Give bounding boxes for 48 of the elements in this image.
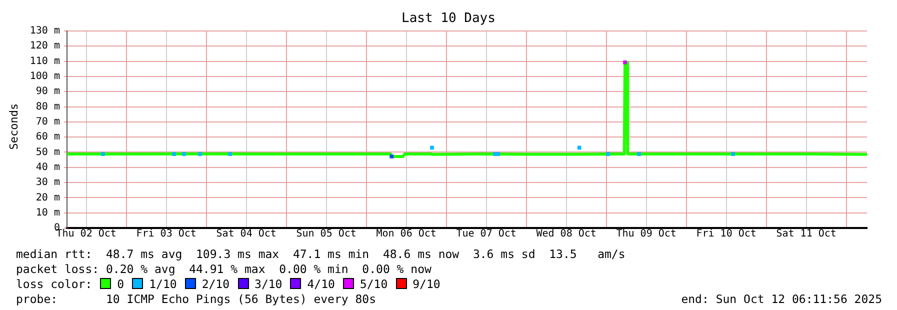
text: packet loss: 0.20 % avg 44.91 % max 0.00 % min 0.00 % now (16, 262, 432, 277)
x-tick-label: Tue 07 Oct (456, 228, 516, 240)
y-tick-label: 30 m (36, 177, 60, 188)
x-tick-label: Wed 08 Oct (536, 228, 596, 240)
x-tick-label: Sat 04 Oct (216, 228, 276, 240)
legend-label: 5/10 (360, 277, 388, 291)
y-tick-label: 120 m (30, 40, 60, 52)
legend-label: 1/10 (149, 277, 177, 291)
point (390, 154, 394, 158)
point (623, 60, 627, 64)
x-tick-label: Fri 10 Oct (696, 228, 756, 240)
text: probe: 10 ICMP Echo Pings (56 Bytes) every 80s (16, 292, 376, 306)
y-tick-label: 50 m (36, 146, 60, 158)
x-tick-label: Thu 09 Oct (616, 228, 676, 240)
legend-label: 3/10 (254, 277, 282, 291)
point (198, 152, 202, 156)
y-tick-label: 130 m (30, 26, 60, 37)
legend-label: 0 (117, 277, 124, 291)
y-tick-label: 80 m (36, 101, 60, 112)
y-tick-label: 10 m (36, 207, 60, 218)
point (172, 152, 176, 156)
point (496, 152, 500, 156)
point (101, 152, 105, 156)
point (606, 152, 610, 156)
x-tick-label: Sat 11 Oct (776, 228, 836, 240)
point (182, 152, 186, 156)
chart-title: Last 10 Days (400, 11, 496, 26)
y-tick-label: 40 m (36, 162, 60, 173)
y-tick-label: 60 m (36, 132, 60, 143)
x-tick-label: Fri 03 Oct (136, 228, 196, 240)
y-axis-title: Seconds (8, 102, 20, 152)
point (637, 152, 641, 156)
text: median rtt: 48.7 ms avg 109.3 ms max 47.1 ms min 48.6 ms now 3.6 ms sd 13.5 am/s (16, 247, 626, 262)
x-tick-label: Mon 06 Oct (376, 228, 436, 240)
legend-label: 2/10 (202, 277, 230, 291)
y-tick-label: 100 m (30, 71, 60, 82)
legend-label: 9/10 (412, 277, 440, 291)
legend-label: 4/10 (307, 277, 335, 291)
point (430, 146, 434, 150)
y-tick-label: 70 m (36, 116, 60, 128)
x-tick-label: Sun 05 Oct (296, 228, 356, 240)
y-tick-label: 110 m (30, 56, 60, 67)
point (228, 152, 232, 156)
y-tick-label: 20 m (36, 192, 60, 204)
y-tick-label: 90 m (36, 86, 60, 98)
legend-title: loss color: (16, 277, 92, 291)
point (731, 152, 735, 156)
text: end: Sun Oct 12 06:11:56 2025 (681, 292, 882, 307)
